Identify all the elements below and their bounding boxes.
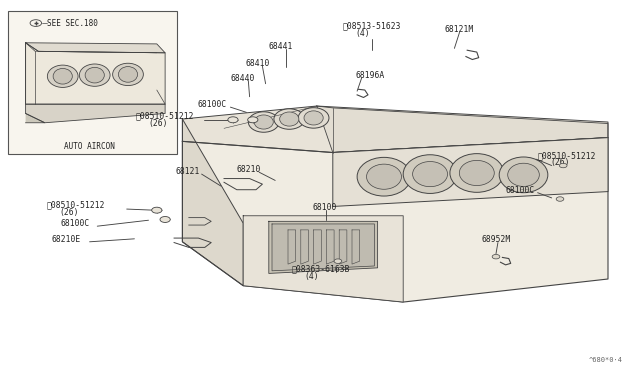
Ellipse shape [47,65,78,87]
Circle shape [248,117,258,123]
Text: 68196A: 68196A [355,71,385,80]
Text: Ⓢ08513-51623: Ⓢ08513-51623 [342,22,401,31]
Polygon shape [26,43,45,123]
Ellipse shape [118,67,138,82]
Text: (4): (4) [304,272,319,280]
Polygon shape [269,221,378,273]
Text: 68100C: 68100C [61,219,90,228]
Circle shape [152,207,162,213]
Text: Ⓢ08510-51212: Ⓢ08510-51212 [538,151,596,160]
Ellipse shape [357,157,411,196]
Text: 68410: 68410 [245,59,269,68]
Ellipse shape [304,111,323,125]
Ellipse shape [460,160,494,186]
Polygon shape [243,216,403,302]
Polygon shape [333,138,608,206]
Ellipse shape [53,68,72,84]
Polygon shape [26,104,165,123]
Circle shape [556,197,564,201]
Polygon shape [352,230,360,264]
Ellipse shape [113,63,143,86]
Text: 68100C: 68100C [506,186,535,195]
Text: 68210: 68210 [237,165,261,174]
Polygon shape [182,119,243,286]
Circle shape [559,163,567,168]
Ellipse shape [274,109,305,129]
Ellipse shape [367,164,401,189]
Text: Ⓢ08510-51212: Ⓢ08510-51212 [46,201,104,210]
Text: 68210E: 68210E [51,235,81,244]
Text: 68952M: 68952M [481,235,511,244]
Polygon shape [339,230,347,264]
Ellipse shape [403,155,457,193]
Ellipse shape [450,154,504,192]
Polygon shape [182,106,608,153]
Polygon shape [317,106,608,153]
Polygon shape [26,43,165,53]
Ellipse shape [85,67,104,83]
Ellipse shape [248,112,279,132]
Ellipse shape [298,108,329,128]
Text: (26): (26) [148,119,168,128]
Polygon shape [288,230,296,264]
Text: Ⓢ08510-51212: Ⓢ08510-51212 [136,112,194,121]
Polygon shape [301,230,308,264]
Text: SEE SEC.180: SEE SEC.180 [47,19,97,28]
Text: 68121M: 68121M [445,25,474,34]
Polygon shape [326,230,334,264]
Circle shape [228,117,238,123]
Text: 68441: 68441 [269,42,293,51]
Polygon shape [26,43,165,104]
Ellipse shape [280,112,299,126]
Text: (4): (4) [355,29,370,38]
Polygon shape [314,230,321,264]
Circle shape [160,217,170,222]
Polygon shape [182,138,608,302]
Ellipse shape [413,161,447,187]
Text: 68440: 68440 [230,74,255,83]
Text: AUTO AIRCON: AUTO AIRCON [64,142,115,151]
Text: 68100C: 68100C [197,100,227,109]
Text: 68121: 68121 [176,167,200,176]
Polygon shape [272,224,374,271]
Ellipse shape [508,163,540,186]
Text: (26): (26) [59,208,78,217]
Text: ^680*0·4: ^680*0·4 [589,357,623,363]
Circle shape [492,254,500,259]
Text: 68100: 68100 [312,203,337,212]
Ellipse shape [254,115,273,129]
Ellipse shape [79,64,110,86]
FancyBboxPatch shape [8,11,177,154]
Circle shape [334,259,342,263]
Text: Ⓢ08363-6163B: Ⓢ08363-6163B [291,264,349,273]
Ellipse shape [499,157,548,193]
Text: (26): (26) [550,158,570,167]
